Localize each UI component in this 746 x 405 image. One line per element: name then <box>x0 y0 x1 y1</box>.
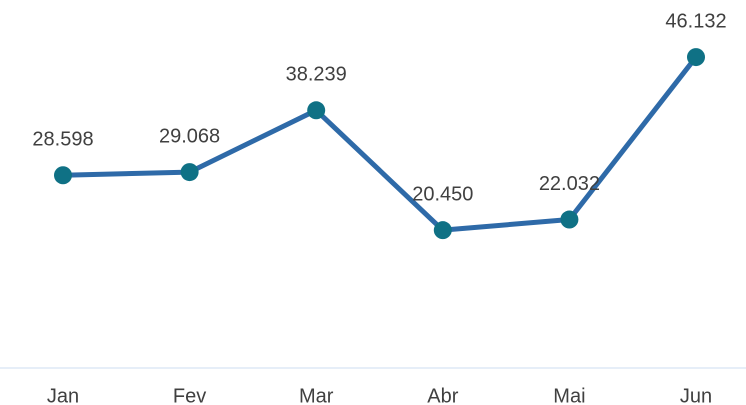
data-label: 38.239 <box>286 64 347 86</box>
marker <box>54 166 72 185</box>
x-tick-label: Fev <box>173 385 206 405</box>
data-label: 20.450 <box>412 183 473 205</box>
line <box>62 55 698 233</box>
x-tick-label: Abr <box>427 385 458 405</box>
data-label: 22.032 <box>539 173 600 195</box>
marker <box>180 163 199 182</box>
marker <box>307 101 326 120</box>
data-label: 29.068 <box>159 125 220 147</box>
data-label: 46.132 <box>665 10 726 32</box>
data-label: 28.598 <box>32 129 93 151</box>
marker <box>433 221 452 240</box>
x-tick-label: Jan <box>47 385 79 405</box>
x-tick-label: Mar <box>299 385 334 405</box>
x-tick-label: Jun <box>680 385 712 405</box>
marker <box>560 210 579 229</box>
x-tick-label: Mai <box>553 385 585 405</box>
marker <box>687 48 705 67</box>
